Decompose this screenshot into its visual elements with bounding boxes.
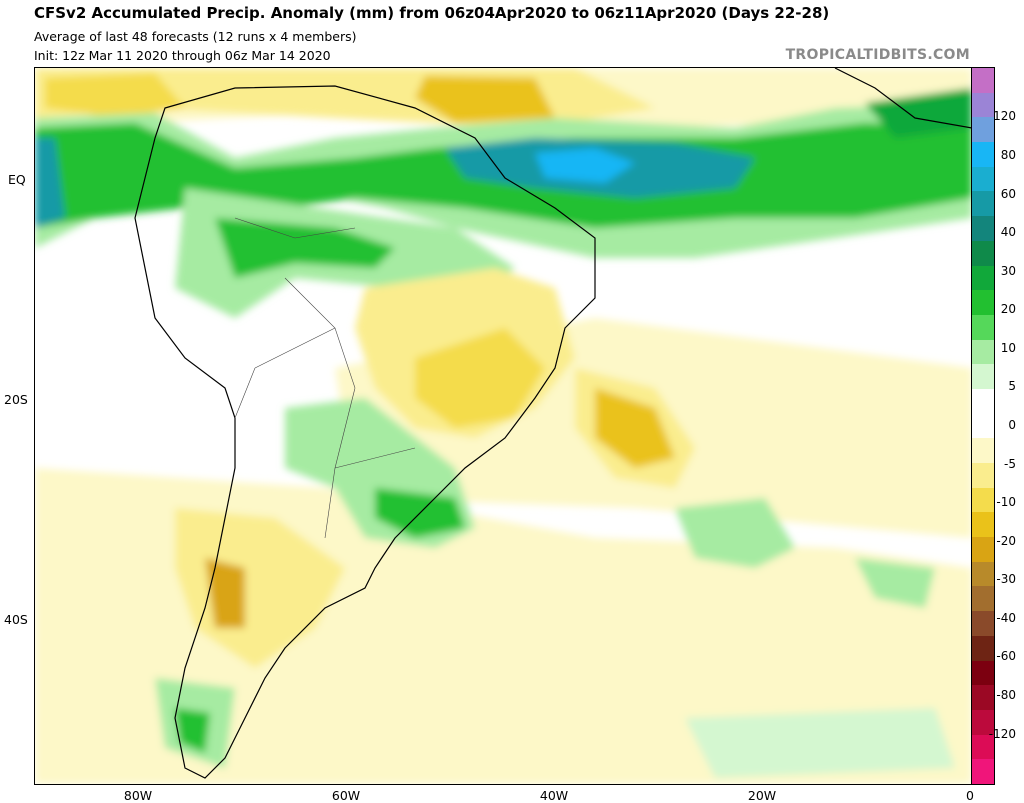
lon-label-80w: 80W	[123, 788, 153, 803]
lon-label-60w: 60W	[331, 788, 361, 803]
colorbar-cell	[972, 314, 994, 341]
wet-anomaly-amazon-strong	[215, 218, 395, 278]
lon-label-40w: 40W	[539, 788, 569, 803]
dry-anomaly-offshore-core	[595, 388, 675, 468]
colorbar-tick-label: 30	[1000, 263, 1016, 278]
colorbar-cell	[972, 660, 994, 686]
wet-anomaly-southern-tip-strong	[175, 708, 210, 753]
colorbar-cell	[972, 635, 994, 662]
colorbar-cell	[972, 512, 994, 538]
colorbar-tick-label: -60	[996, 649, 1016, 664]
map-subtitle-init-times: Init: 12z Mar 11 2020 through 06z Mar 14…	[34, 48, 331, 63]
colorbar-cell	[972, 611, 994, 637]
colorbar-cell	[972, 92, 994, 118]
country-borders	[234, 217, 416, 539]
colorbar-cell	[972, 463, 994, 489]
dry-anomaly-venezuela	[45, 73, 185, 118]
colorbar-cell	[972, 191, 994, 217]
map-canvas	[35, 68, 972, 784]
colorbar-tick-label: 60	[1000, 186, 1016, 201]
colorbar-cell	[972, 117, 994, 143]
precip-anomaly-map	[34, 67, 973, 785]
colorbar-cell	[972, 142, 994, 168]
africa-coastline	[834, 68, 972, 129]
colorbar-tick-label: 5	[1008, 379, 1016, 394]
colorbar-tick-label: -10	[996, 495, 1016, 510]
colorbar-cell	[972, 290, 994, 316]
map-title: CFSv2 Accumulated Precip. Anomaly (mm) f…	[34, 4, 830, 22]
colorbar-cell	[972, 561, 994, 587]
wet-anomaly-south-atlantic-1	[675, 498, 795, 568]
dry-anomaly-guianas	[415, 76, 555, 123]
south-america-coastline	[134, 85, 596, 779]
colorbar-cell	[972, 216, 994, 242]
lon-label-0: 0	[966, 788, 974, 803]
colorbar-tick-label: -120	[988, 726, 1016, 741]
map-subtitle-forecast-average: Average of last 48 forecasts (12 runs x …	[34, 29, 357, 44]
colorbar-tick-label: 20	[1000, 302, 1016, 317]
colorbar-tick-label: -5	[1004, 456, 1016, 471]
colorbar-cell	[972, 68, 994, 94]
colorbar-tick-label: -20	[996, 533, 1016, 548]
lat-label-20s: 20S	[4, 392, 28, 407]
lat-label-40s: 40S	[4, 612, 28, 627]
colorbar-cell	[972, 685, 994, 711]
wet-anomaly-southeast	[685, 708, 955, 778]
colorbar-cell	[972, 339, 994, 365]
colorbar-cell	[972, 759, 994, 785]
lon-label-20w: 20W	[747, 788, 777, 803]
wet-anomaly-south-atlantic-2	[855, 558, 935, 608]
colorbar-cell	[972, 487, 994, 513]
dry-anomaly-chile	[205, 558, 245, 628]
wet-anomaly-pacific-teal	[35, 138, 65, 228]
colorbar-tick-label: 0	[1008, 418, 1016, 432]
colorbar-cell	[972, 265, 994, 291]
lat-label-eq: EQ	[8, 172, 26, 187]
colorbar-cell	[972, 388, 994, 415]
colorbar-cell	[972, 413, 994, 439]
colorbar-tick-label: -80	[996, 688, 1016, 703]
wet-anomaly-itcz-cyan	[535, 148, 635, 183]
colorbar-tick-label: -40	[996, 610, 1016, 625]
colorbar-tick-label: 40	[1000, 225, 1016, 240]
colorbar-tick-label: 120	[993, 109, 1016, 124]
colorbar-tick-label: 10	[1000, 340, 1016, 355]
colorbar-tick-label: -30	[996, 572, 1016, 587]
source-credit: TROPICALTIDBITS.COM	[785, 47, 970, 63]
colorbar-cell	[972, 586, 994, 612]
colorbar-cell	[972, 240, 994, 266]
precip-colorbar	[971, 67, 995, 785]
colorbar-cell	[972, 166, 994, 192]
colorbar-cell	[972, 734, 994, 760]
colorbar-cell	[972, 537, 994, 563]
colorbar-tick-label: 80	[1000, 147, 1016, 162]
colorbar-cell	[972, 709, 994, 736]
colorbar-cell	[972, 438, 994, 464]
dry-anomaly-central-brazil-strong	[415, 328, 545, 428]
colorbar-cell	[972, 364, 994, 390]
